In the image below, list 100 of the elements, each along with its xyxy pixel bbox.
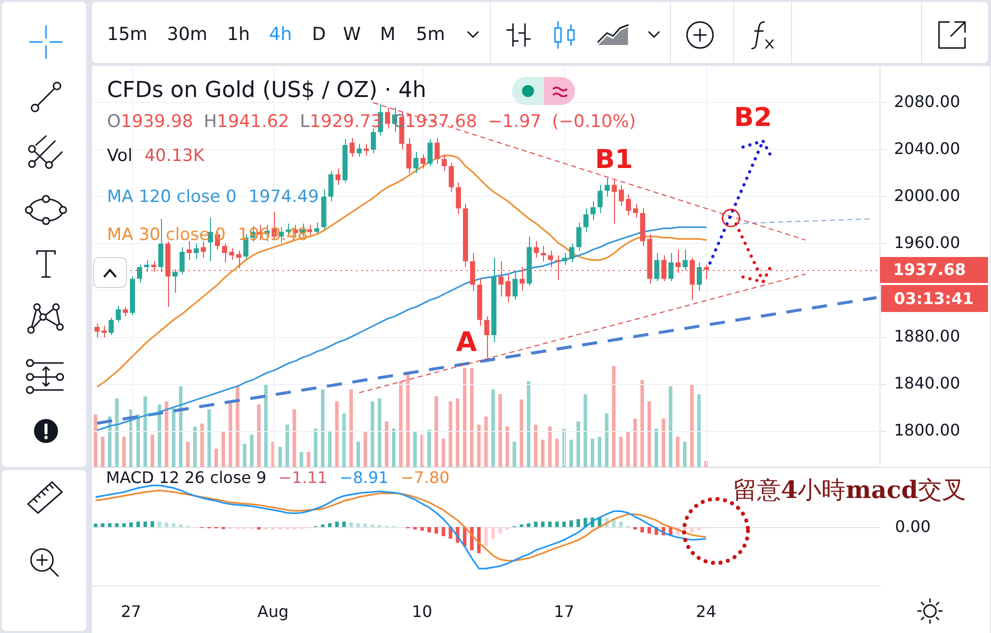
bar	[598, 436, 602, 467]
bar	[328, 523, 332, 527]
bar	[683, 442, 687, 467]
bar	[122, 436, 126, 467]
bar	[172, 408, 176, 467]
text: D	[312, 24, 326, 45]
text: 03:13:41	[894, 289, 974, 308]
bar	[526, 381, 530, 467]
bar	[349, 389, 353, 467]
annotation: −7.80	[400, 468, 450, 487]
bar	[413, 432, 417, 467]
annotation: 1974.49	[248, 187, 319, 207]
bar	[491, 527, 495, 539]
bar	[427, 527, 431, 532]
bar	[676, 436, 680, 467]
candlestick	[364, 143, 369, 156]
annotation: −1.11	[278, 468, 328, 487]
y-tick-label: 1800.00	[894, 420, 960, 440]
bar	[392, 428, 396, 467]
bar	[477, 424, 481, 467]
bar	[342, 522, 346, 527]
bar	[172, 523, 176, 527]
candlestick	[569, 243, 574, 263]
bar	[356, 523, 360, 527]
bar	[442, 438, 446, 467]
bar	[427, 430, 431, 467]
bar	[498, 527, 502, 534]
y-tick-label: 1880.00	[894, 326, 960, 346]
bar	[406, 373, 410, 467]
bar	[200, 424, 204, 467]
x-tick-label: 27	[120, 602, 142, 621]
bar	[100, 523, 104, 527]
text: 30m	[167, 24, 208, 45]
bar	[115, 398, 119, 467]
x-tick-label: 17	[554, 602, 574, 621]
bar	[364, 432, 368, 467]
bar	[562, 522, 566, 527]
bar	[541, 522, 545, 527]
bar	[136, 522, 140, 527]
x-tick-label: 10	[412, 602, 432, 621]
bar	[314, 428, 318, 467]
y-tick-label: 1840.00	[894, 374, 960, 393]
bar	[548, 522, 552, 527]
bar	[136, 414, 140, 467]
bar	[178, 386, 183, 467]
bar	[264, 384, 268, 467]
bar	[257, 404, 261, 467]
bar	[555, 522, 559, 527]
bar	[662, 418, 666, 467]
y-tick-label: 2080.00	[894, 92, 960, 111]
bar	[100, 436, 104, 467]
annotation: 40.13K	[144, 146, 204, 166]
text: 4h	[269, 24, 292, 45]
bar	[619, 522, 623, 527]
bar	[207, 409, 211, 467]
bar	[236, 386, 240, 467]
y-tick-label: 1960.00	[894, 232, 960, 252]
bar	[129, 522, 133, 527]
bar	[498, 394, 502, 467]
bar	[619, 436, 623, 467]
bar	[491, 389, 495, 467]
bar	[222, 432, 226, 467]
bar	[456, 398, 460, 467]
bar	[534, 424, 538, 467]
bar	[654, 428, 658, 467]
bar	[442, 527, 446, 536]
x-tick-label: 24	[696, 602, 716, 621]
bar	[250, 434, 254, 467]
bar	[534, 522, 538, 527]
bar	[94, 414, 98, 467]
bar	[604, 413, 608, 467]
bar	[548, 426, 552, 467]
text: 1937.68	[893, 260, 966, 280]
bar	[640, 380, 644, 467]
annotation: B2	[734, 103, 772, 133]
bar	[349, 522, 353, 527]
bar	[520, 399, 524, 467]
bar	[164, 522, 168, 527]
bar	[462, 368, 466, 467]
text: M	[380, 24, 396, 45]
bar	[526, 523, 530, 527]
bar	[150, 521, 154, 527]
bar	[448, 401, 452, 467]
bar	[512, 442, 516, 467]
bar	[690, 384, 694, 467]
bar	[541, 440, 545, 467]
bar	[342, 413, 346, 467]
bar	[193, 426, 197, 467]
text: CFDs on Gold (US$ / OZ) · 4h	[107, 78, 426, 103]
bar	[590, 438, 594, 467]
bar	[356, 442, 360, 467]
annotation: A	[456, 327, 477, 358]
bar	[633, 418, 637, 467]
annotation: B1	[595, 145, 633, 175]
bar	[506, 426, 510, 467]
bar	[399, 381, 403, 467]
y-tick-label: 2040.00	[894, 138, 960, 158]
bar	[668, 386, 672, 467]
text: 15m	[107, 24, 148, 45]
bar	[108, 523, 112, 527]
